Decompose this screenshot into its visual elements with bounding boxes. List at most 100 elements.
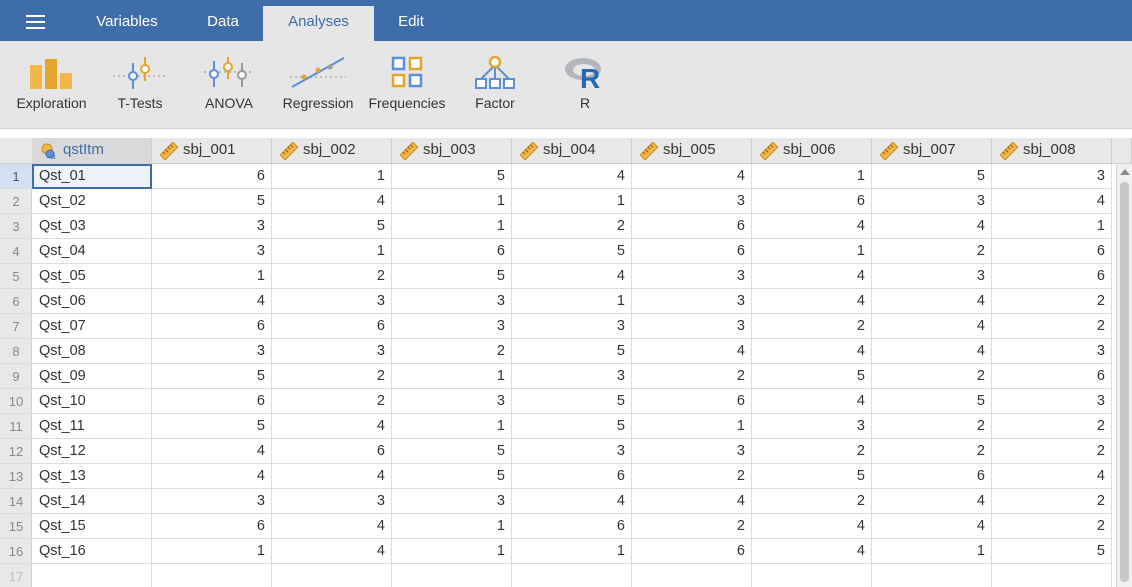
data-cell[interactable]: 3 (152, 239, 272, 264)
anova-button[interactable]: ANOVA (194, 41, 264, 129)
data-cell[interactable]: Qst_11 (32, 414, 152, 439)
data-cell[interactable]: 5 (392, 439, 512, 464)
data-cell[interactable]: 4 (872, 514, 992, 539)
data-cell[interactable]: 4 (512, 264, 632, 289)
row-number[interactable]: 16 (0, 539, 32, 564)
data-cell[interactable]: 6 (752, 189, 872, 214)
column-header-sbj_006[interactable]: sbj_006 (752, 138, 872, 164)
data-cell[interactable]: 4 (272, 514, 392, 539)
data-cell[interactable]: 3 (272, 339, 392, 364)
data-cell[interactable]: 2 (512, 214, 632, 239)
data-cell[interactable]: Qst_10 (32, 389, 152, 414)
data-cell[interactable]: 2 (992, 289, 1112, 314)
data-cell[interactable]: 4 (992, 464, 1112, 489)
row-number[interactable]: 2 (0, 189, 32, 214)
data-cell[interactable]: 1 (392, 414, 512, 439)
data-cell[interactable]: 6 (152, 389, 272, 414)
column-header-sbj_008[interactable]: sbj_008 (992, 138, 1112, 164)
row-number[interactable]: 1 (0, 164, 32, 189)
data-cell[interactable]: 3 (632, 264, 752, 289)
data-cell[interactable]: 6 (152, 314, 272, 339)
data-cell[interactable]: 2 (992, 489, 1112, 514)
data-cell[interactable]: 6 (512, 514, 632, 539)
empty-cell[interactable] (32, 564, 152, 587)
data-cell[interactable]: 5 (392, 264, 512, 289)
row-number[interactable]: 5 (0, 264, 32, 289)
data-cell[interactable]: 4 (272, 414, 392, 439)
data-cell[interactable]: 5 (752, 464, 872, 489)
empty-cell[interactable] (512, 564, 632, 587)
data-cell[interactable]: Qst_13 (32, 464, 152, 489)
data-cell[interactable]: 4 (752, 514, 872, 539)
tab-variables[interactable]: Variables (96, 13, 158, 30)
data-cell[interactable]: 3 (992, 389, 1112, 414)
data-cell[interactable]: Qst_04 (32, 239, 152, 264)
column-header-qstItm[interactable]: a qstItm (32, 138, 152, 164)
data-cell[interactable]: 4 (872, 339, 992, 364)
data-cell[interactable]: 3 (872, 189, 992, 214)
data-cell[interactable]: 6 (992, 364, 1112, 389)
data-cell[interactable]: 5 (272, 214, 392, 239)
data-cell[interactable]: 5 (152, 189, 272, 214)
exploration-button[interactable]: Exploration (8, 41, 95, 129)
data-cell[interactable]: 3 (512, 439, 632, 464)
data-cell[interactable]: 2 (272, 364, 392, 389)
data-cell[interactable]: 3 (152, 489, 272, 514)
data-cell[interactable]: 3 (512, 364, 632, 389)
data-cell[interactable]: 3 (392, 314, 512, 339)
data-cell[interactable]: 5 (752, 364, 872, 389)
data-cell[interactable]: Qst_08 (32, 339, 152, 364)
data-cell[interactable]: 5 (872, 164, 992, 189)
row-number[interactable]: 8 (0, 339, 32, 364)
data-cell[interactable]: 2 (872, 414, 992, 439)
column-header-sbj_002[interactable]: sbj_002 (272, 138, 392, 164)
data-cell[interactable]: 4 (632, 164, 752, 189)
empty-cell[interactable] (272, 564, 392, 587)
data-cell[interactable]: Qst_14 (32, 489, 152, 514)
scroll-up-arrow-icon[interactable] (1120, 169, 1130, 175)
data-cell[interactable]: 6 (632, 539, 752, 564)
column-header-sbj_007[interactable]: sbj_007 (872, 138, 992, 164)
column-header-sbj_004[interactable]: sbj_004 (512, 138, 632, 164)
grid-corner[interactable] (0, 138, 32, 164)
row-number[interactable]: 6 (0, 289, 32, 314)
data-cell[interactable]: 4 (872, 489, 992, 514)
scroll-thumb[interactable] (1120, 182, 1129, 582)
data-cell[interactable]: 4 (752, 389, 872, 414)
data-cell[interactable]: 1 (392, 514, 512, 539)
data-cell[interactable]: 5 (512, 414, 632, 439)
row-number[interactable]: 11 (0, 414, 32, 439)
data-cell[interactable]: 3 (632, 289, 752, 314)
data-cell[interactable]: 3 (392, 389, 512, 414)
data-cell[interactable]: 2 (992, 414, 1112, 439)
data-cell[interactable]: Qst_05 (32, 264, 152, 289)
data-cell[interactable]: 2 (272, 264, 392, 289)
data-cell[interactable]: 3 (632, 189, 752, 214)
data-cell[interactable]: 3 (392, 289, 512, 314)
data-cell[interactable]: 4 (512, 489, 632, 514)
data-cell[interactable]: 3 (992, 164, 1112, 189)
data-cell[interactable]: 1 (272, 239, 392, 264)
data-cell[interactable]: 1 (392, 364, 512, 389)
data-cell[interactable]: 2 (872, 439, 992, 464)
frequencies-button[interactable]: Frequencies (366, 41, 448, 129)
data-cell[interactable]: 3 (272, 289, 392, 314)
data-cell[interactable]: 5 (512, 239, 632, 264)
data-cell[interactable]: 4 (272, 464, 392, 489)
data-cell[interactable]: 1 (512, 539, 632, 564)
empty-cell[interactable] (632, 564, 752, 587)
row-number[interactable]: 15 (0, 514, 32, 539)
data-cell[interactable]: 3 (512, 314, 632, 339)
data-cell[interactable]: 5 (512, 339, 632, 364)
data-cell[interactable]: 6 (512, 464, 632, 489)
data-cell[interactable]: 1 (752, 239, 872, 264)
data-cell[interactable]: 4 (872, 214, 992, 239)
data-cell[interactable]: 2 (752, 489, 872, 514)
data-cell[interactable]: 6 (992, 264, 1112, 289)
data-cell[interactable]: 3 (872, 264, 992, 289)
data-cell[interactable]: 4 (752, 289, 872, 314)
data-cell[interactable]: 1 (512, 189, 632, 214)
row-number[interactable]: 14 (0, 489, 32, 514)
row-number-empty[interactable]: 17 (0, 564, 32, 587)
data-cell[interactable]: 5 (992, 539, 1112, 564)
